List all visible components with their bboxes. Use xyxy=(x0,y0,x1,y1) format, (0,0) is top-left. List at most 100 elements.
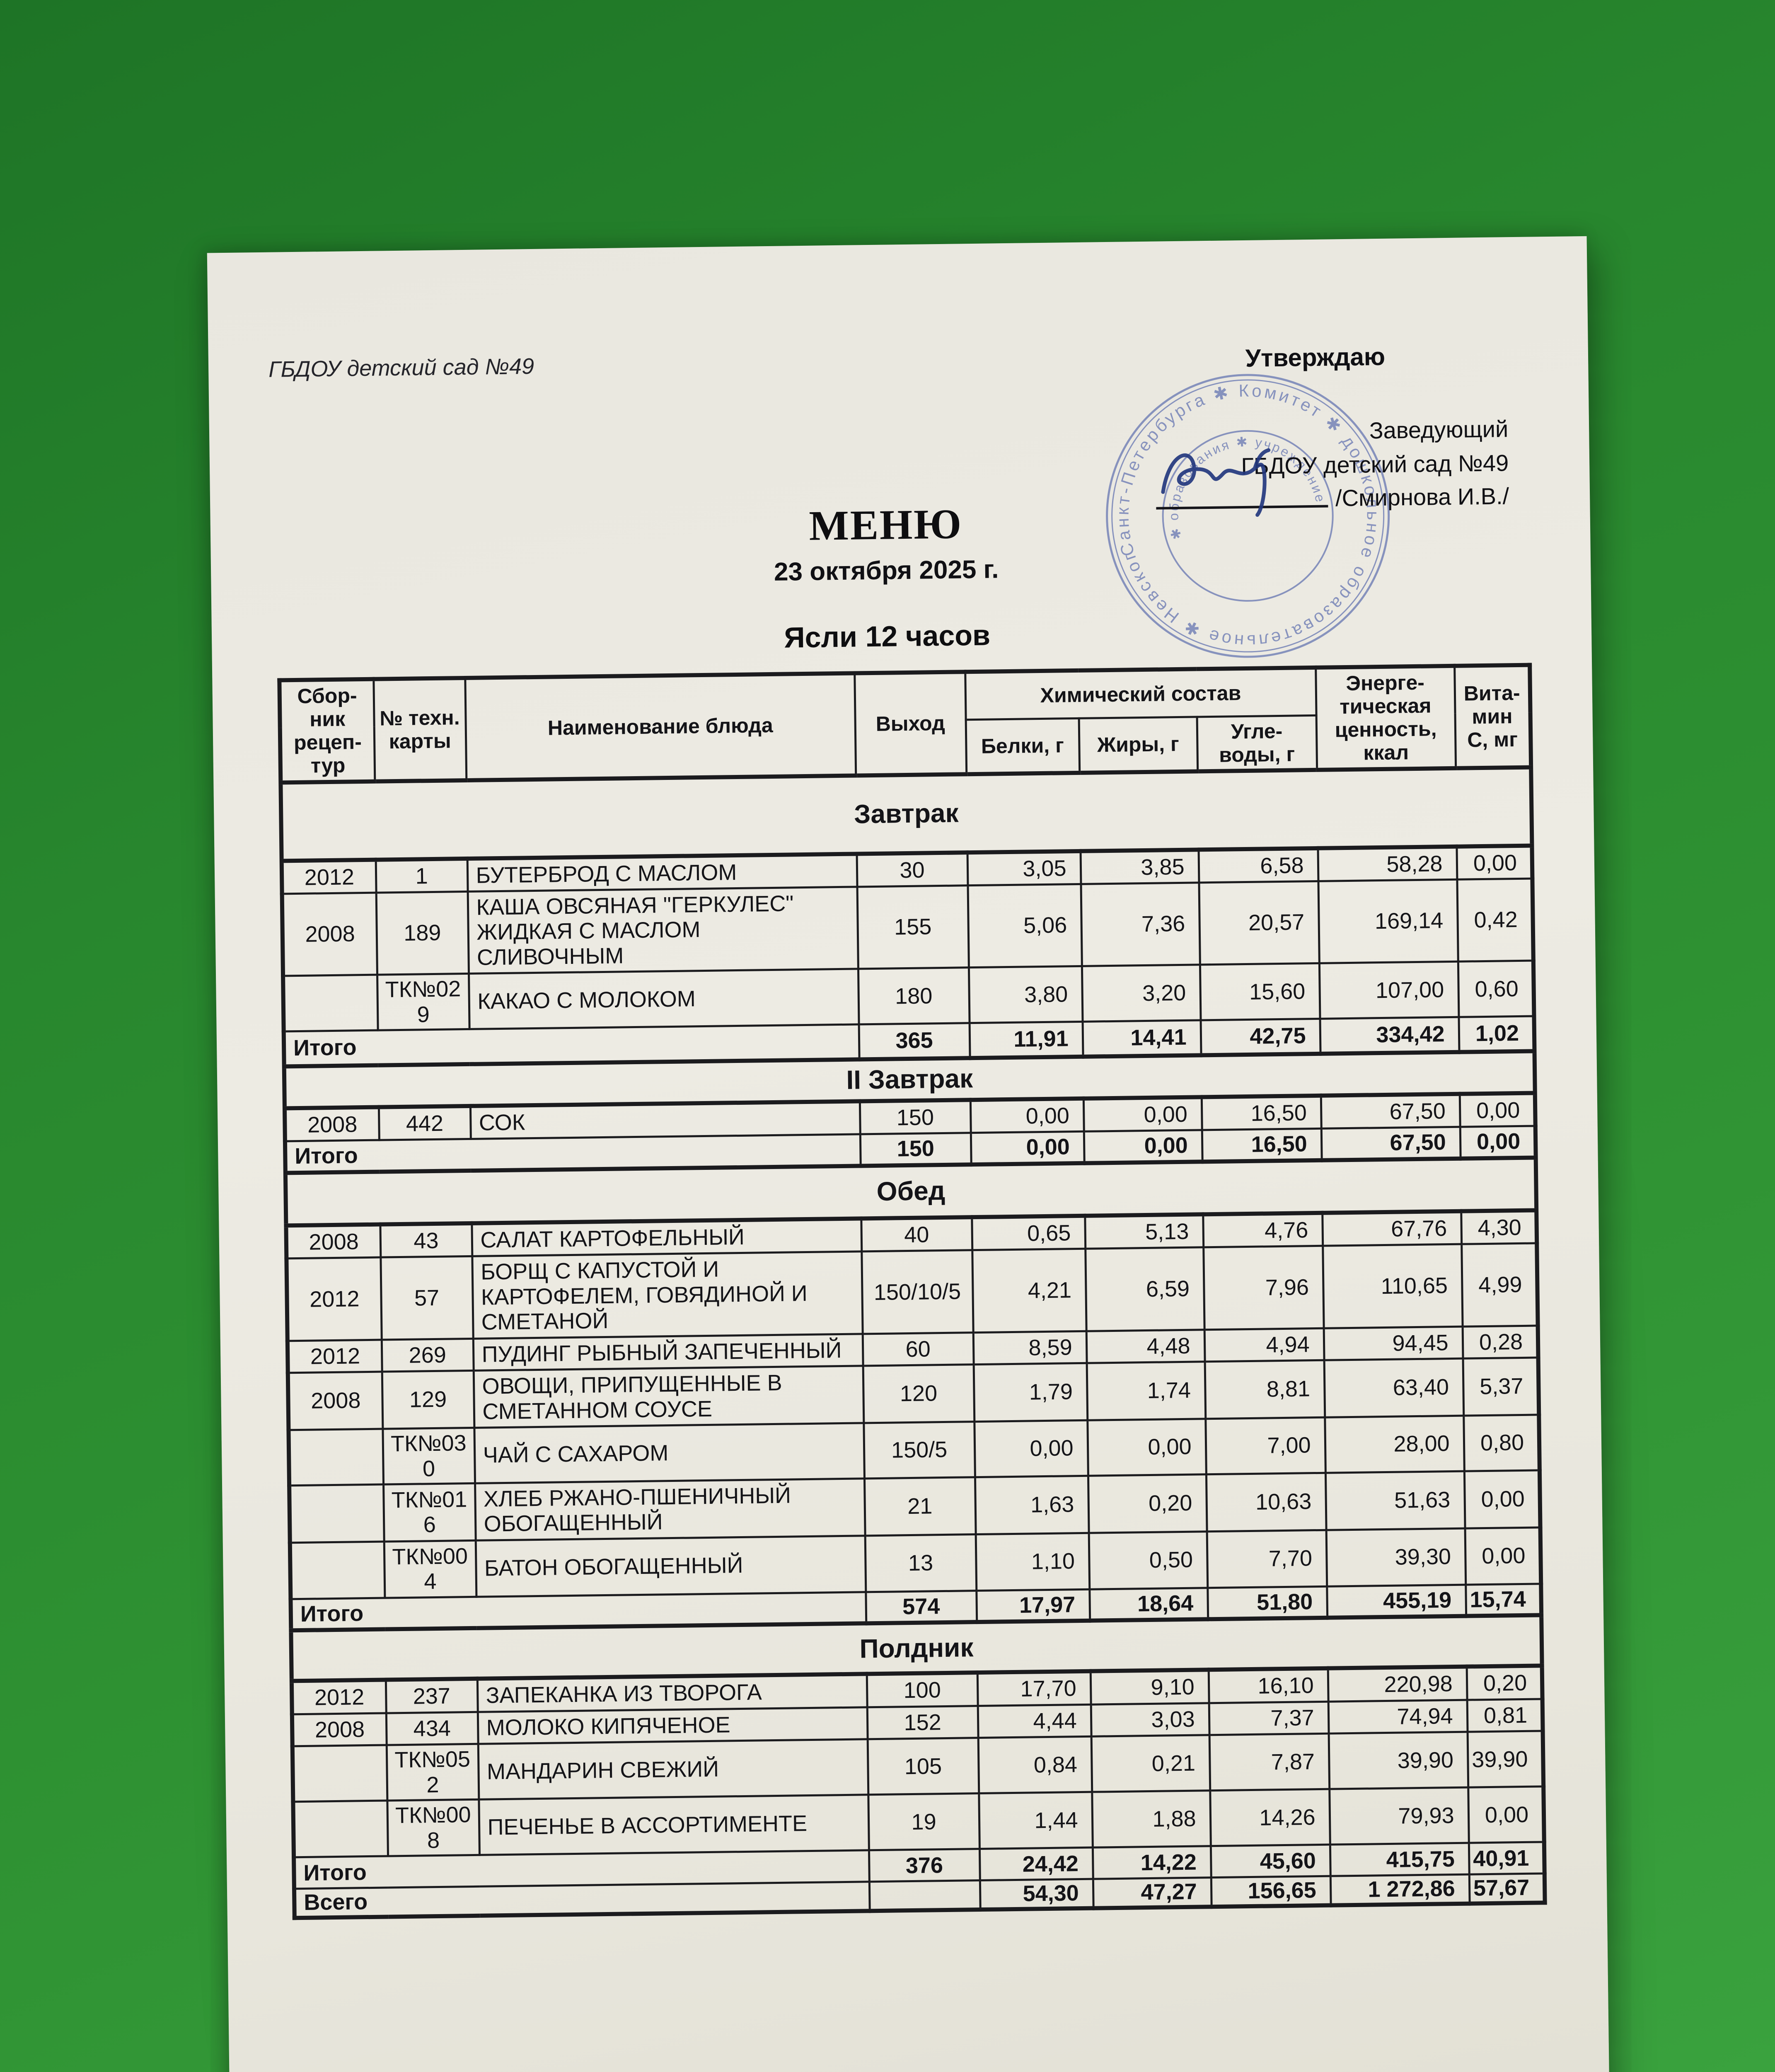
cell-vitamin-c: 0,81 xyxy=(1467,1699,1543,1732)
cell-tech-card: 434 xyxy=(386,1712,478,1745)
menu-table-body: Завтрак 2012 1 БУТЕРБРОД С МАСЛОМ 30 3,05 3,85… xyxy=(281,767,1545,1918)
col-header-output: Выход xyxy=(854,672,967,775)
cell-fat: 0,20 xyxy=(1088,1474,1207,1533)
cell-protein: 1,79 xyxy=(973,1363,1088,1422)
cell-carbs: 8,81 xyxy=(1204,1360,1325,1419)
cell-kcal: 63,40 xyxy=(1324,1358,1464,1418)
cell-tech-card: ТК№008 xyxy=(387,1799,480,1857)
cell-total-carbs: 42,75 xyxy=(1200,1019,1320,1055)
cell-total-vitamin-c: 15,74 xyxy=(1465,1583,1542,1617)
cell-total-kcal: 1 272,86 xyxy=(1330,1874,1470,1905)
col-header-recipe-book: Сбор- ник рецеп- тур xyxy=(279,679,375,782)
approval-title: Утверждаю xyxy=(1245,342,1386,372)
cell-protein: 1,44 xyxy=(979,1792,1093,1849)
menu-document-paper: ГБДОУ детский сад №49 Санкт-Петербурга ✱… xyxy=(207,236,1612,2072)
cell-protein: 0,84 xyxy=(978,1736,1092,1794)
cell-tech-card: 237 xyxy=(385,1679,478,1713)
cell-recipe-book: 2008 xyxy=(286,1224,381,1259)
cell-protein: 5,06 xyxy=(967,884,1082,968)
cell-fat: 5,13 xyxy=(1085,1214,1204,1249)
cell-total-output xyxy=(869,1880,980,1911)
col-header-protein: Белки, г xyxy=(965,718,1080,774)
cell-vitamin-c: 0,20 xyxy=(1466,1665,1543,1700)
cell-vitamin-c: 39,90 xyxy=(1467,1731,1544,1788)
cell-total-fat: 0,00 xyxy=(1083,1130,1202,1163)
cell-protein: 4,21 xyxy=(972,1249,1086,1333)
cell-dish-name: МАНДАРИН СВЕЖИЙ xyxy=(478,1739,868,1800)
cell-total-protein: 17,97 xyxy=(976,1589,1090,1622)
cell-total-protein: 0,00 xyxy=(970,1131,1084,1164)
cell-kcal: 39,90 xyxy=(1328,1732,1468,1789)
cell-fat: 0,00 xyxy=(1083,1097,1202,1132)
cell-carbs: 16,10 xyxy=(1208,1668,1328,1703)
cell-output: 150/10/5 xyxy=(861,1250,973,1334)
cell-protein: 0,00 xyxy=(974,1420,1088,1477)
cell-recipe-book: 2012 xyxy=(291,1680,386,1714)
cell-output: 30 xyxy=(856,852,968,887)
cell-fat: 0,00 xyxy=(1087,1418,1206,1476)
cell-carbs: 6,58 xyxy=(1198,848,1318,883)
cell-total-kcal: 455,19 xyxy=(1327,1585,1466,1618)
cell-vitamin-c: 0,00 xyxy=(1459,1093,1536,1127)
cell-dish-name: ПУДИНГ РЫБНЫЙ ЗАПЕЧЕННЫЙ xyxy=(473,1334,863,1371)
col-header-dish-name: Наименование блюда xyxy=(465,673,856,780)
cell-recipe-book xyxy=(283,975,378,1032)
cell-kcal: 220,98 xyxy=(1328,1667,1467,1702)
cell-dish-name: БОРЩ С КАПУСТОЙ И КАРТОФЕЛЕМ, ГОВЯДИНОЙ … xyxy=(472,1251,863,1339)
cell-recipe-book xyxy=(292,1745,387,1802)
cell-carbs: 10,63 xyxy=(1206,1473,1326,1532)
cell-fat: 4,48 xyxy=(1086,1329,1205,1363)
cell-carbs: 7,70 xyxy=(1207,1530,1327,1588)
cell-recipe-book: 2012 xyxy=(287,1339,382,1373)
cell-dish-name: БУТЕРБРОД С МАСЛОМ xyxy=(467,853,857,892)
cell-recipe-book xyxy=(288,1429,384,1486)
cell-dish-name: БАТОН ОБОГАЩЕННЫЙ xyxy=(475,1535,866,1597)
cell-tech-card: 43 xyxy=(380,1223,472,1258)
cell-dish-name: КАКАО С МОЛОКОМ xyxy=(469,969,859,1029)
cell-vitamin-c: 0,60 xyxy=(1458,961,1534,1017)
cell-vitamin-c: 4,30 xyxy=(1461,1210,1537,1244)
cell-fat: 3,03 xyxy=(1091,1703,1209,1737)
cell-dish-name: САЛАТ КАРТОФЕЛЬНЫЙ xyxy=(472,1218,862,1256)
cell-total-fat: 14,22 xyxy=(1092,1846,1211,1879)
cell-total-fat: 47,27 xyxy=(1093,1878,1212,1908)
cell-vitamin-c: 0,28 xyxy=(1462,1325,1538,1359)
cell-kcal: 94,45 xyxy=(1323,1326,1463,1360)
cell-fat: 0,50 xyxy=(1088,1531,1208,1590)
cell-tech-card: 269 xyxy=(381,1339,474,1372)
cell-dish-name: МОЛОКО КИПЯЧЕНОЕ xyxy=(477,1707,868,1744)
cell-tech-card: ТК№029 xyxy=(377,973,469,1031)
cell-total-kcal: 334,42 xyxy=(1320,1017,1459,1054)
cell-dish-name: ХЛЕБ РЖАНО-ПШЕНИЧНЫЙ ОБОГАЩЕННЫЙ xyxy=(475,1478,865,1541)
cell-carbs: 7,96 xyxy=(1203,1246,1324,1330)
cell-total-output: 150 xyxy=(860,1133,971,1166)
cell-kcal: 74,94 xyxy=(1328,1700,1468,1734)
col-header-tech-card: № техн. карты xyxy=(373,678,467,782)
cell-recipe-book: 2012 xyxy=(281,859,376,894)
cell-total-protein: 11,91 xyxy=(969,1021,1083,1058)
cell-recipe-book: 2008 xyxy=(282,893,377,976)
cell-kcal: 58,28 xyxy=(1318,846,1457,881)
cell-total-vitamin-c: 40,91 xyxy=(1468,1842,1545,1875)
cell-carbs: 7,37 xyxy=(1209,1702,1329,1736)
cell-tech-card: 57 xyxy=(380,1256,473,1340)
cell-carbs: 14,26 xyxy=(1210,1789,1330,1847)
cell-tech-card: 129 xyxy=(382,1370,474,1429)
cell-total-carbs: 16,50 xyxy=(1202,1128,1322,1162)
cell-dish-name: СОК xyxy=(470,1101,860,1139)
cell-fat: 1,74 xyxy=(1086,1361,1206,1421)
cell-fat: 3,85 xyxy=(1080,849,1199,884)
cell-output: 155 xyxy=(857,885,969,969)
cell-total-kcal: 67,50 xyxy=(1321,1127,1461,1160)
cell-fat: 7,36 xyxy=(1081,882,1200,966)
cell-dish-name: КАША ОВСЯНАЯ "ГЕРКУЛЕС" ЖИДКАЯ С МАСЛОМ … xyxy=(467,886,858,974)
cell-tech-card: 1 xyxy=(375,858,468,893)
cell-kcal: 51,63 xyxy=(1325,1471,1465,1530)
cell-carbs: 7,00 xyxy=(1205,1417,1325,1474)
cell-kcal: 67,76 xyxy=(1322,1211,1462,1246)
cell-output: 105 xyxy=(867,1738,979,1795)
cell-protein: 8,59 xyxy=(973,1331,1087,1365)
cell-vitamin-c: 0,00 xyxy=(1464,1470,1540,1529)
cell-fat: 6,59 xyxy=(1085,1247,1204,1331)
